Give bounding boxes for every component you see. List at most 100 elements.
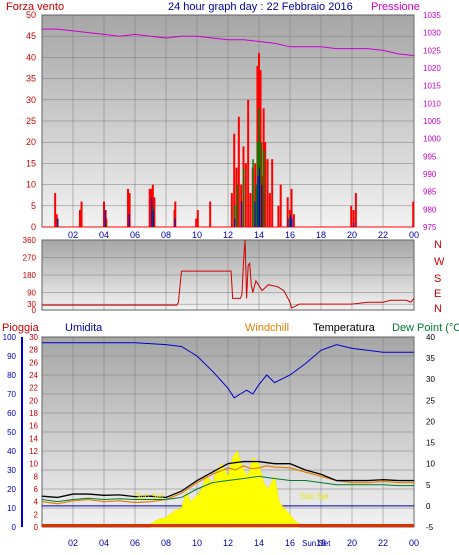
dir-tick-5: 360 (23, 236, 37, 245)
pressure-tick-8: 1015 (423, 82, 441, 91)
wind-bar-0 (54, 193, 57, 227)
rain-tick-1: 2 (34, 510, 39, 519)
avg-bar-14 (291, 218, 293, 227)
sun-label-3: Sun Set (302, 539, 331, 548)
rain-tick-14: 28 (29, 346, 38, 355)
compass-w-1: W (434, 256, 445, 268)
wind-xtick-11: 00 (409, 230, 419, 240)
wind-bar-18 (196, 210, 199, 227)
hum-tick-3: 30 (7, 466, 16, 475)
temp-tick-6: 25 (426, 396, 435, 405)
avg-bar-6 (234, 218, 236, 227)
wind-tick-1: 5 (31, 201, 36, 211)
hum-tick-10: 100 (3, 333, 17, 342)
wind-tick-9: 45 (26, 31, 36, 41)
wind-bar-48 (354, 193, 357, 227)
gust-bar-3 (233, 205, 236, 227)
temp-xtick-10: 22 (378, 538, 388, 548)
wind-xtick-3: 08 (161, 230, 171, 240)
temp-tick-0: -5 (426, 523, 434, 532)
wind-xtick-1: 04 (99, 230, 109, 240)
direction-line (42, 239, 415, 309)
wind-bar-20 (230, 193, 233, 227)
wind-bar-26 (244, 163, 247, 227)
hum-tick-8: 80 (7, 371, 16, 380)
wind-bar-19 (209, 201, 212, 227)
rain-tick-6: 12 (29, 447, 38, 456)
humidity-axis-label: Umidita (65, 322, 103, 334)
compass-e-3: E (434, 288, 441, 300)
wind-xtick-2: 06 (130, 230, 140, 240)
wind-tick-3: 15 (26, 158, 36, 168)
wind-bar-38 (268, 193, 271, 227)
rain-tick-2: 4 (34, 498, 39, 507)
direction-marks (42, 239, 415, 309)
compass-n-0: N (434, 239, 442, 251)
pressure-tick-7: 1010 (423, 99, 441, 108)
hum-tick-6: 60 (7, 409, 16, 418)
temp-xtick-6: 14 (254, 538, 264, 548)
wind-bar-36 (264, 142, 267, 227)
avg-bar-7 (241, 201, 243, 227)
rain-tick-9: 18 (29, 409, 38, 418)
wind-bar-42 (286, 197, 289, 227)
rain-tick-4: 8 (34, 472, 39, 481)
temperature-legend: Temperatura (313, 322, 376, 334)
avg-bar-10 (259, 167, 260, 227)
avg-bar-12 (287, 218, 289, 227)
temp-tick-3: 10 (426, 460, 435, 469)
gust-bar-5 (243, 167, 245, 227)
sun-label-1: Sun Set (135, 492, 164, 501)
gust-bar-11 (263, 150, 265, 227)
wind-bar-41 (279, 184, 282, 227)
pressure-tick-1: 980 (423, 205, 437, 214)
compass-s-2: S (434, 273, 441, 285)
pressure-axis-label: Pressione (371, 1, 420, 13)
wind-bar-22 (235, 167, 238, 227)
hum-tick-5: 50 (7, 428, 16, 437)
wind-bar-23 (237, 116, 240, 227)
wind-bar-33 (259, 70, 262, 228)
temp-xtick-8: 18 (316, 538, 326, 548)
wind-bar-47 (352, 210, 355, 227)
rain-rate-bar (42, 524, 414, 527)
rain-tick-13: 26 (29, 358, 38, 367)
wind-tick-10: 50 (26, 10, 36, 20)
wind-xtick-5: 12 (223, 230, 233, 240)
hum-tick-1: 10 (7, 504, 16, 513)
dewpoint-legend: Dew Point (°C (392, 322, 459, 334)
temp-tick-2: 5 (426, 481, 431, 490)
pressure-tick-4: 995 (423, 152, 437, 161)
rain-tick-12: 24 (29, 371, 38, 380)
temp-xtick-0: 02 (68, 538, 78, 548)
rain-tick-3: 6 (34, 485, 39, 494)
hum-tick-7: 70 (7, 390, 16, 399)
pressure-line (42, 28, 415, 57)
wind-xtick-8: 18 (316, 230, 326, 240)
gust-bar-2 (151, 205, 154, 227)
wind-axes: 0510152025303540455097598098599099510001… (26, 10, 441, 240)
pressure-tick-0: 975 (423, 223, 437, 232)
wind-xtick-10: 22 (378, 230, 388, 240)
wind-bar-3 (80, 201, 83, 227)
pressure-tick-6: 1005 (423, 117, 441, 126)
hum-tick-9: 90 (7, 352, 16, 361)
wind-tick-0: 0 (31, 222, 36, 232)
dir-tick-1: 30 (27, 300, 36, 309)
wind-tick-5: 25 (26, 116, 36, 126)
rain-tick-8: 16 (29, 422, 38, 431)
wind-bar-14 (153, 197, 156, 227)
temp-tick-1: 0 (426, 502, 431, 511)
temp-line (41, 460, 414, 499)
gust-bar-6 (252, 159, 254, 227)
rain-tick-11: 22 (29, 384, 38, 393)
wind-bar-16 (174, 201, 177, 227)
rain-axis-label: Pioggia (2, 322, 40, 334)
pressure-tick-11: 1030 (423, 29, 441, 38)
rain-tick-10: 20 (29, 396, 38, 405)
wind-bar-49 (412, 201, 415, 227)
rain-area (150, 450, 300, 528)
temp-tick-7: 30 (426, 375, 435, 384)
wind-bar-39 (271, 159, 274, 227)
